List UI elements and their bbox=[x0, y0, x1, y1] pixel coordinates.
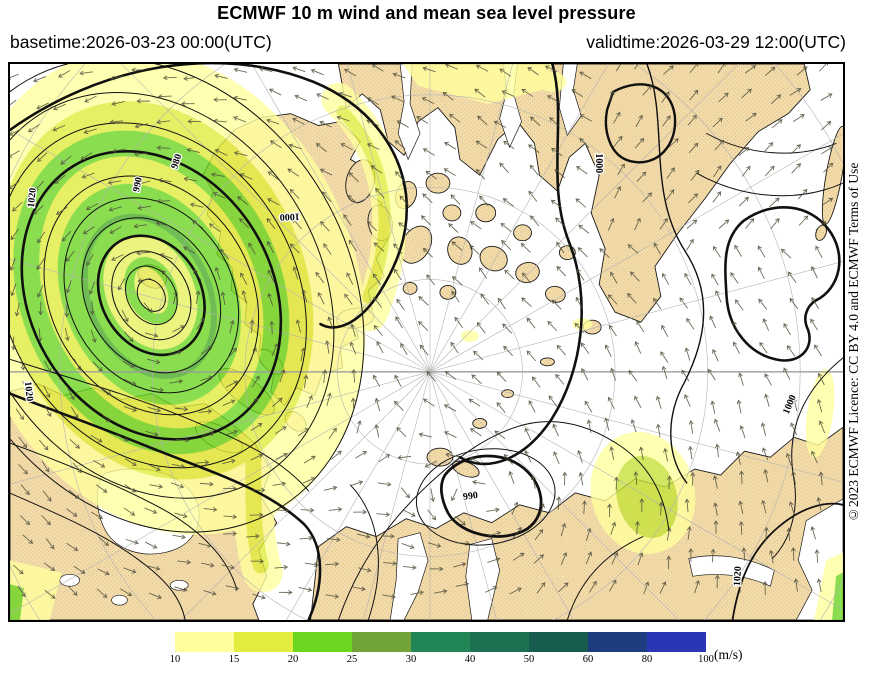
legend-swatch bbox=[234, 632, 293, 652]
validtime-label: validtime:2026-03-29 12:00(UTC) bbox=[586, 32, 846, 52]
contour-label: 1020 bbox=[26, 187, 39, 208]
legend-swatch bbox=[411, 632, 470, 652]
contour-label: 1000 bbox=[280, 211, 300, 223]
time-header: basetime:2026-03-23 00:00(UTC) validtime… bbox=[10, 32, 846, 53]
credit-text: ©2023 ECMWF Licence: CC BY 4.0 and ECMWF… bbox=[846, 162, 861, 522]
contour-label: 1020 bbox=[22, 381, 35, 402]
legend-tick: 10 bbox=[169, 654, 181, 665]
contour-label: 1000 bbox=[593, 153, 604, 173]
map-frame: 980 990 1020 1000 1000 1020 990 1000 1020 bbox=[8, 62, 845, 622]
basetime-label: basetime:2026-03-23 00:00(UTC) bbox=[10, 32, 272, 52]
legend-tick: 20 bbox=[287, 654, 299, 665]
legend-tick: 40 bbox=[464, 654, 476, 665]
page-title: ECMWF 10 m wind and mean sea level press… bbox=[217, 3, 636, 23]
wind-arrows-layer bbox=[10, 64, 834, 600]
graticule-layer bbox=[10, 64, 843, 620]
contour-label: 1020 bbox=[732, 566, 744, 586]
legend-tick: 100 bbox=[698, 654, 714, 665]
legend-bar bbox=[175, 632, 706, 652]
legend-tick: 80 bbox=[641, 654, 653, 665]
legend: 10 15 20 25 30 40 50 60 80 100 (m/s) bbox=[170, 632, 795, 678]
contour-label: 990 bbox=[131, 176, 145, 193]
legend-tick: 60 bbox=[582, 654, 594, 665]
legend-tick: 25 bbox=[346, 654, 358, 665]
legend-swatch bbox=[175, 632, 234, 652]
legend-swatch bbox=[647, 632, 706, 652]
legend-unit: (m/s) bbox=[714, 647, 743, 662]
contour-label: 990 bbox=[462, 490, 478, 503]
legend-swatch bbox=[293, 632, 352, 652]
legend-tick: 15 bbox=[228, 654, 240, 665]
legend-ticks: 10 15 20 25 30 40 50 60 80 100 bbox=[170, 654, 714, 668]
legend-tick: 30 bbox=[405, 654, 417, 665]
legend-tick: 50 bbox=[523, 654, 535, 665]
legend-swatch bbox=[470, 632, 529, 652]
legend-swatch bbox=[352, 632, 411, 652]
legend-swatch bbox=[588, 632, 647, 652]
legend-swatch bbox=[529, 632, 588, 652]
